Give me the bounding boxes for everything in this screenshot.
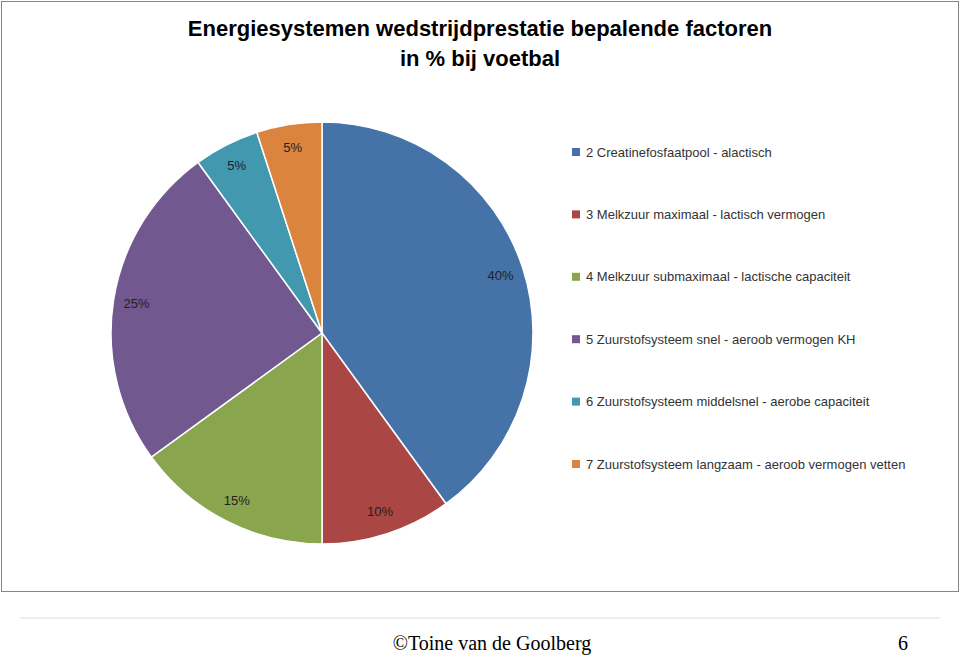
chart-frame (2, 2, 959, 592)
data-label: 5% (283, 140, 302, 155)
legend-label: 7 Zuurstofsysteem langzaam - aeroob verm… (586, 457, 905, 472)
pie-slice (257, 122, 322, 333)
legend-label: 3 Melkzuur maximaal - lactisch vermogen (586, 207, 825, 222)
legend-label: 5 Zuurstofsysteem snel - aeroob vermogen… (586, 332, 856, 347)
data-label: 15% (224, 493, 250, 508)
data-label: 25% (124, 296, 150, 311)
chart-title: Energiesystemen wedstrijdprestatie bepal… (188, 16, 772, 71)
page-number: 6 (898, 632, 908, 654)
footer-credit: ©Toine van de Goolberg (393, 632, 591, 655)
legend-label: 2 Creatinefosfaatpool - alactisch (586, 145, 772, 160)
legend-swatch (572, 210, 580, 218)
pie (111, 122, 533, 544)
legend-label: 4 Melkzuur submaximaal - lactische capac… (586, 269, 851, 284)
data-label: 10% (367, 504, 393, 519)
legend-swatch (572, 335, 580, 343)
legend-swatch (572, 273, 580, 281)
legend: 2 Creatinefosfaatpool - alactisch 3 Melkz… (572, 145, 905, 472)
footer-rule (20, 618, 940, 619)
legend-label: 6 Zuurstofsysteem middelsnel - aerobe ca… (586, 394, 870, 409)
legend-swatch (572, 398, 580, 406)
legend-swatch (572, 460, 580, 468)
legend-swatch (572, 148, 580, 156)
pie-slice (322, 333, 446, 544)
data-label: 40% (488, 268, 514, 283)
chart-title-line: Energiesystemen wedstrijdprestatie bepal… (188, 16, 772, 41)
chart-title-line: in % bij voetbal (400, 46, 560, 71)
data-label: 5% (227, 158, 246, 173)
chart-svg: Energiesystemen wedstrijdprestatie bepal… (0, 0, 960, 655)
data-labels: 40% 10% 15% 25% 5% 5% (124, 140, 515, 519)
